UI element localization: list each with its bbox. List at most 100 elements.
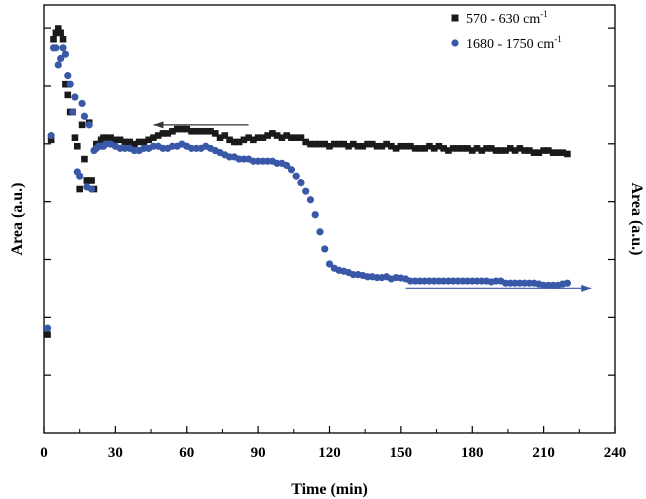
data-point-square — [378, 142, 386, 150]
data-point-circle — [306, 196, 315, 204]
data-point-square — [373, 142, 381, 150]
data-point-circle — [76, 172, 84, 180]
data-point-square — [88, 177, 95, 184]
data-point-square — [487, 145, 495, 152]
data-point-square — [76, 185, 83, 193]
data-point-square — [173, 125, 181, 133]
x-tick-label: 240 — [604, 445, 627, 461]
data-point-square — [545, 147, 552, 154]
legend-label-570-630: 570 - 630 cm-1 — [466, 9, 548, 27]
data-point-square — [278, 134, 286, 141]
y-axis-ticks — [44, 27, 615, 376]
data-point-circle — [64, 72, 72, 80]
x-tick-label: 0 — [40, 445, 48, 461]
data-point-circle — [87, 185, 96, 193]
x-tick-label: 180 — [461, 445, 484, 461]
data-point-circle — [85, 121, 93, 129]
data-point-square — [330, 140, 338, 148]
data-point-square — [407, 142, 414, 150]
data-point-square — [349, 140, 357, 148]
data-point-square — [52, 29, 60, 37]
data-point-square — [283, 132, 290, 139]
data-point-square — [47, 136, 55, 144]
data-point-square — [102, 134, 110, 141]
legend-label-1680-1750: 1680 - 1750 cm-1 — [466, 34, 562, 52]
data-point-square — [145, 136, 152, 144]
data-point-circle — [52, 44, 60, 52]
x-tick-label: 30 — [108, 445, 123, 461]
data-point-circle — [297, 179, 305, 187]
data-point-square — [307, 140, 314, 148]
data-point-square — [364, 140, 371, 148]
data-point-square — [116, 136, 124, 144]
data-point-square — [526, 147, 533, 154]
data-point-circle — [47, 131, 55, 140]
data-point-square — [169, 127, 176, 135]
data-point-circle — [57, 54, 65, 63]
data-point-circle — [292, 172, 300, 180]
legend: 570 - 630 cm-1 1680 - 1750 cm-1 — [451, 9, 562, 52]
legend-marker-570-630 — [451, 14, 459, 22]
data-point-square — [497, 147, 505, 154]
data-point-square — [62, 80, 69, 88]
data-point-square — [112, 136, 119, 144]
data-point-square — [188, 127, 195, 135]
x-axis-ticks — [43, 426, 616, 433]
data-point-square — [81, 155, 88, 163]
data-point-square — [245, 134, 252, 141]
data-point-circle — [302, 187, 310, 195]
data-point-square — [154, 132, 162, 139]
data-point-square — [78, 121, 86, 129]
data-point-square — [516, 145, 524, 152]
data-point-square — [64, 91, 72, 99]
data-point-square — [259, 134, 267, 141]
arrow-left-head — [153, 121, 164, 129]
data-point-square — [269, 130, 276, 137]
data-point-square — [521, 147, 528, 154]
arrow-layer — [153, 121, 592, 292]
data-point-circle — [80, 112, 89, 120]
data-point-square — [273, 132, 281, 139]
data-point-square — [121, 138, 129, 146]
data-point-square — [511, 147, 519, 154]
data-point-circle — [316, 228, 324, 236]
data-point-square — [207, 127, 214, 135]
data-point-square — [383, 140, 390, 148]
data-point-square — [212, 130, 219, 137]
data-point-square — [445, 147, 452, 154]
data-point-square — [435, 142, 443, 150]
data-point-square — [540, 147, 547, 154]
data-point-square — [202, 127, 210, 135]
data-point-square — [226, 136, 233, 144]
data-point-square — [302, 138, 310, 146]
data-point-square — [421, 145, 428, 152]
data-point-circle — [59, 44, 67, 52]
data-point-square — [430, 145, 438, 152]
data-point-square — [164, 130, 172, 137]
data-point-square — [264, 132, 271, 139]
data-point-circle — [311, 211, 319, 219]
data-point-square — [159, 130, 167, 137]
data-point-square — [57, 29, 64, 37]
y-axis-title-left: Area (a.u.) — [9, 182, 26, 255]
data-point-square — [359, 142, 367, 150]
data-point-square — [231, 138, 238, 146]
data-point-square — [297, 134, 305, 141]
data-point-square — [449, 145, 457, 152]
data-point-square — [392, 145, 400, 152]
data-point-square — [468, 147, 476, 154]
data-point-square — [150, 134, 157, 141]
data-point-square — [411, 145, 419, 152]
data-point-square — [192, 127, 200, 135]
data-point-square — [554, 149, 562, 156]
legend-marker-1680-1750 — [451, 39, 459, 47]
data-point-square — [483, 145, 490, 152]
y-axis-title-right: Area (a.u.) — [628, 182, 645, 255]
data-point-square — [559, 149, 566, 156]
data-point-square — [183, 125, 191, 133]
data-point-square — [316, 140, 324, 148]
x-tick-label: 90 — [251, 445, 266, 461]
data-point-square — [44, 331, 51, 338]
data-point-square — [464, 145, 471, 152]
